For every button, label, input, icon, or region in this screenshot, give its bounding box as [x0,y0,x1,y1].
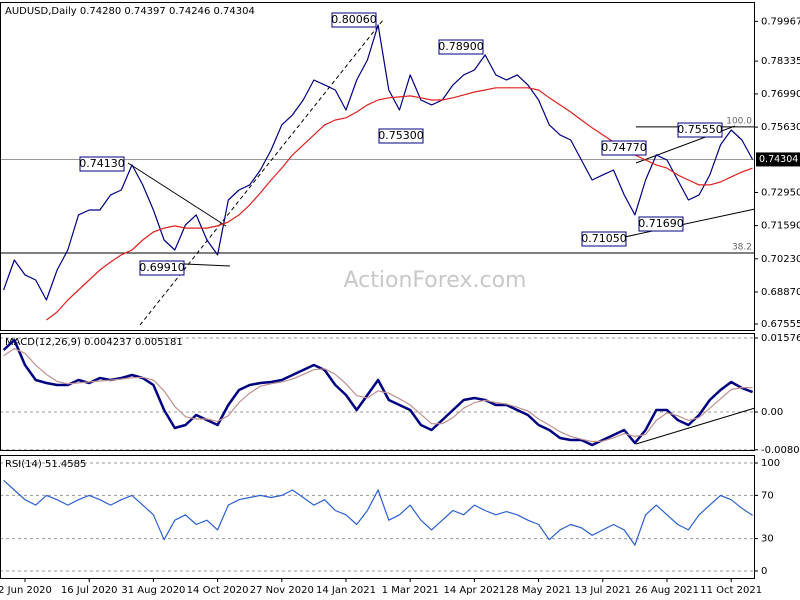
y-tick-label: 0.75630 [761,122,800,133]
y-tick-label: 70 [761,490,774,501]
y-tick-label: 0 [761,566,767,577]
y-tick-label: 0.68870 [761,287,800,298]
y-tick-label: 0.72950 [761,187,800,198]
front-layer: 0.79967 0.78335 0.76990 0.75630 0.72950 0.715… [0,6,800,596]
y-tick-label: 0.78335 [761,56,800,67]
x-tick-label: 31 Aug 2020 [121,585,185,596]
x-tick-label: 14 Jan 2021 [316,585,376,596]
annotation-box [601,140,647,156]
panel-header: MACD(12,26,9) 0.004237 0.005181 [5,337,183,348]
y-tick-label: 0.76990 [761,89,800,100]
trend-line [635,407,756,445]
y-tick-label: -0.008053 [761,445,800,456]
annotation: 0.71690 [638,217,684,230]
x-tick-label: 14 Apr 2021 [443,585,505,596]
y-tick-label: 0.00 [761,407,783,418]
annotation: 0.74770 [601,141,647,154]
annotation: 0.74130 [79,157,125,170]
panel-frame [0,2,755,331]
trend-line [127,162,227,227]
annotation: 0.69910 [139,261,185,274]
series-line [3,479,753,546]
annotation: 0.75300 [378,129,424,142]
annotation-box [638,216,684,232]
back-layer: ActionForex.com [0,126,755,572]
y-tick-label: 0.79967 [761,16,800,27]
annotation-box [438,39,484,55]
annotation: 0.71050 [581,232,627,245]
price-tag-label: 0.74304 [759,154,798,165]
x-tick-label: 27 Nov 2020 [250,585,314,596]
watermark: ActionForex.com [344,268,527,293]
level-label: 100.0 [726,116,752,126]
y-tick-label: 30 [761,534,774,545]
x-tick-label: 11 Oct 2021 [700,585,762,596]
annotation: 0.75550 [677,123,723,136]
x-tick-label: 1 Mar 2021 [382,585,439,596]
panel-frame [0,455,755,579]
y-tick-label: 0.67555 [761,319,800,330]
series-line [3,348,753,443]
x-tick-label: 14 Oct 2020 [187,585,249,596]
y-tick-label: 100 [761,458,780,469]
trend-line [619,208,756,239]
y-tick-label: 0.015768 [761,333,800,344]
annotation: 0.78900 [438,40,484,53]
annotation-box [581,231,627,247]
x-tick-label: 26 Aug 2021 [635,585,699,596]
y-tick-label: 0.70230 [761,254,800,265]
annotation-box [79,156,125,172]
annotation: 0.80060 [331,13,377,26]
series-line [3,24,754,301]
panel-header: AUDUSD,Daily 0.74280 0.74397 0.74246 0.7… [5,6,255,17]
annotation-box [331,12,377,28]
annotation-box [378,128,424,144]
panel-header: RSI(14) 51.4585 [5,459,86,470]
annotation-box [677,122,723,138]
y-tick-label: 0.71590 [761,221,800,232]
x-tick-label: 2 Jun 2020 [0,585,52,596]
x-tick-label: 13 Jul 2021 [574,585,631,596]
x-tick-label: 28 May 2021 [506,585,571,596]
price-tag [756,152,800,167]
level-label: 38.2 [732,242,752,252]
x-tick-label: 16 Jul 2020 [61,585,118,596]
panel-frame [0,333,755,451]
annotation-box [139,260,185,276]
